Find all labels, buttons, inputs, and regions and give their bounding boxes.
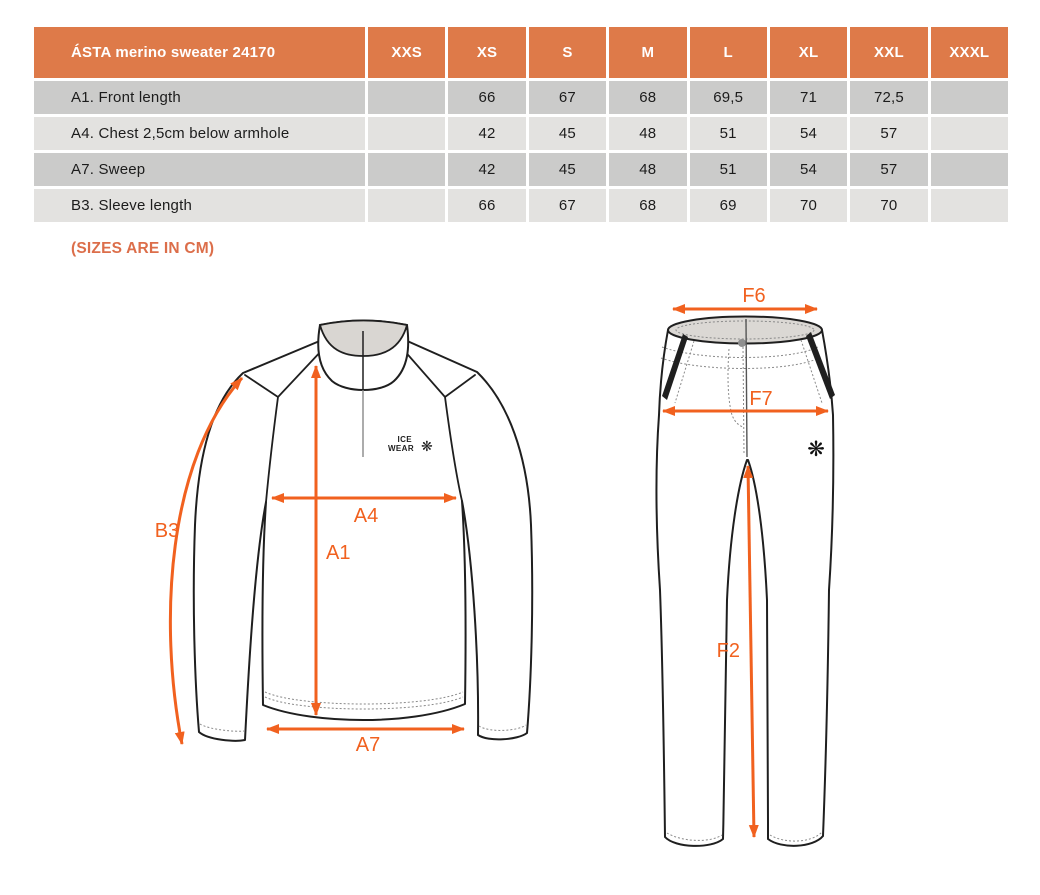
size-header-l: L [689,27,767,78]
left-shoulder-seam [244,347,325,503]
value-cell: 67 [528,81,607,114]
waist-button [738,339,746,347]
row-label-sleeve-length: B3. Sleeve length [34,189,365,222]
row-label-chest: A4. Chest 2,5cm below armhole [34,117,365,150]
value-cell [930,189,1008,222]
value-cell: 69,5 [689,81,767,114]
value-cell: 71 [769,81,848,114]
value-cell [368,117,446,150]
right-cuff-stitch [478,724,527,731]
b3-label: B3 [155,520,179,542]
right-pocket-stitch [800,339,823,404]
size-header-xxxl: XXXL [930,27,1008,78]
value-cell [930,81,1008,114]
waist-opening [667,315,823,345]
value-cell: 57 [850,117,928,150]
f2-arrow [743,465,759,838]
value-cell: 51 [689,117,767,150]
left-hem-stitch [666,832,723,841]
value-cell: 42 [448,153,526,186]
right-shoulder-seam [401,347,476,502]
value-cell: 67 [528,189,607,222]
right-hem-stitch [769,831,823,842]
a4-label: A4 [354,505,378,527]
pants-body-outline [655,329,835,847]
value-cell: 68 [609,189,687,222]
value-cell: 54 [769,153,848,186]
value-cell: 72,5 [850,81,928,114]
brand-logo-line2: WEAR [388,444,414,453]
size-header-xs: XS [448,27,526,78]
value-cell: 42 [448,117,526,150]
value-cell: 70 [769,189,848,222]
value-cell [368,81,446,114]
value-cell: 57 [850,153,928,186]
value-cell [368,189,446,222]
f7-label: F7 [749,388,772,410]
size-header-s: S [528,27,607,78]
sweater-diagram: ICE WEAR ❋ B3 A4 A1 A7 [155,319,534,756]
size-header-xxs: XXS [368,27,446,78]
pants-diagram: ❋ F6 F7 F2 [655,285,835,847]
value-cell: 54 [769,117,848,150]
hem-stitch [264,691,464,710]
value-cell: 45 [528,153,607,186]
a7-label: A7 [356,734,380,756]
value-cell: 66 [448,81,526,114]
value-cell: 70 [850,189,928,222]
a1-label: A1 [326,542,350,564]
row-label-sweep: A7. Sweep [34,153,365,186]
value-cell: 45 [528,117,607,150]
table-title: ÁSTA merino sweater 24170 [34,27,365,78]
sizes-in-cm-note: (SIZES ARE IN CM) [71,240,215,257]
value-cell: 68 [609,81,687,114]
value-cell [930,153,1008,186]
value-cell: 69 [689,189,767,222]
left-pocket-opening [662,334,688,400]
value-cell: 48 [609,153,687,186]
value-cell: 48 [609,117,687,150]
f2-label: F2 [717,640,740,662]
value-cell [930,117,1008,150]
b3-arrow [168,376,244,745]
value-cell: 51 [689,153,767,186]
size-header-xxl: XXL [850,27,928,78]
size-header-xl: XL [769,27,848,78]
snowflake-icon: ❋ [421,438,433,454]
row-label-front-length: A1. Front length [34,81,365,114]
f6-label: F6 [742,285,765,307]
waist-inner-stitch [675,320,815,340]
right-pocket-opening [806,332,835,399]
value-cell [368,153,446,186]
snowflake-icon: ❋ [807,438,825,461]
left-pocket-stitch [674,340,695,404]
size-table: ÁSTA merino sweater 24170 XXS XS S M L X… [34,27,1008,222]
brand-logo-line1: ICE [397,435,412,444]
size-header-m: M [609,27,687,78]
center-front-line [745,318,748,458]
value-cell: 66 [448,189,526,222]
